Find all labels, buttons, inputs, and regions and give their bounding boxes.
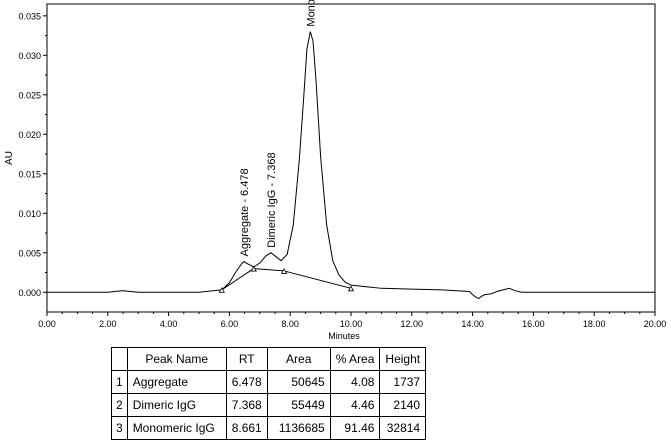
baseline-segment [221,268,254,291]
peak-boundary-marker [250,265,257,272]
rt-cell: 7.368 [225,393,268,417]
peak-name-cell: Dimeric IgG [126,393,227,417]
row-index: 3 [111,416,128,440]
x-tick-label: 0.00 [38,319,56,329]
baseline-segment [283,270,352,289]
peak-boundary-marker [280,268,288,274]
chromatogram-chart: 0.000 0.005 0.010 0.015 0.020 0.025 0.030 0.035… [4,0,666,341]
x-tick-label: 2.00 [99,319,117,329]
table-row: 3 Monomeric IgG 8.661 1136685 91.46 3281… [111,416,427,440]
table-header-row: Peak Name RT Area % Area Height [111,347,427,371]
header-index [111,347,128,371]
header-percent-area: % Area [329,347,381,371]
x-tick-label: 16.00 [522,319,545,329]
plot-frame [46,3,656,313]
x-tick-label: 6.00 [221,319,239,329]
y-tick-label: 0.010 [18,209,41,219]
peak-label: Aggregate - 6.478 [239,168,251,256]
area-cell: 55449 [266,393,331,417]
height-cell: 2140 [379,393,427,417]
peak-name-cell: Aggregate [126,370,227,394]
x-tick-label: 14.00 [461,319,484,329]
peak-boundary-marker [347,285,355,292]
table-row: 2 Dimeric IgG 7.368 55449 4.46 2140 [111,393,427,417]
y-tick-label: 0.015 [18,169,41,179]
row-index: 2 [111,393,128,417]
peak-name-cell: Monomeric IgG [126,416,227,440]
y-axis-label: AU [4,151,15,165]
header-height: Height [379,347,427,371]
x-tick-label: 20.00 [644,319,667,329]
x-tick-label: 4.00 [160,319,178,329]
baseline-segment [253,268,285,272]
peak-label: Dimeric IgG - 7.368 [266,152,278,247]
peak-label: Monomeric IgG - 8.661 [305,0,317,27]
rt-cell: 8.661 [225,416,268,440]
percent-area-cell: 91.46 [329,416,381,440]
header-peak-name: Peak Name [126,347,227,371]
peak-boundary-marker [218,287,225,293]
area-cell: 1136685 [266,416,331,440]
y-tick-label: 0.035 [18,11,41,21]
y-tick-label: 0.005 [18,248,41,258]
integration-baselines [221,268,352,291]
x-axis: 0.00 2.00 4.00 6.00 8.00 10.00 12.00 14.00 16.00… [38,312,666,329]
table-row: 1 Aggregate 6.478 50645 4.08 1737 [111,370,427,394]
rt-cell: 6.478 [225,370,268,394]
y-tick-label: 0.020 [18,130,41,140]
header-rt: RT [225,347,268,371]
x-tick-label: 10.00 [340,319,363,329]
x-tick-label: 18.00 [583,319,606,329]
percent-area-cell: 4.46 [329,393,381,417]
y-tick-label: 0.030 [18,51,41,61]
x-tick-label: 8.00 [281,319,299,329]
peak-labels: Aggregate - 6.478 Dimeric IgG - 7.368 Mono… [239,0,317,257]
x-axis-label: Minutes [328,331,360,341]
row-index: 1 [111,370,128,394]
header-area: Area [266,347,331,371]
peak-boundary-markers [218,265,355,293]
chromatogram-trace [47,31,655,300]
percent-area-cell: 4.08 [329,370,381,394]
height-cell: 1737 [379,370,427,394]
area-cell: 50645 [266,370,331,394]
y-axis: 0.000 0.005 0.010 0.015 0.020 0.025 0.030 0.035 [18,11,47,298]
y-tick-label: 0.025 [18,90,41,100]
x-tick-label: 12.00 [401,319,424,329]
height-cell: 32814 [379,416,427,440]
y-tick-label: 0.000 [18,288,41,298]
peak-results-table: Peak Name RT Area % Area Height 1 Aggreg… [111,347,427,440]
